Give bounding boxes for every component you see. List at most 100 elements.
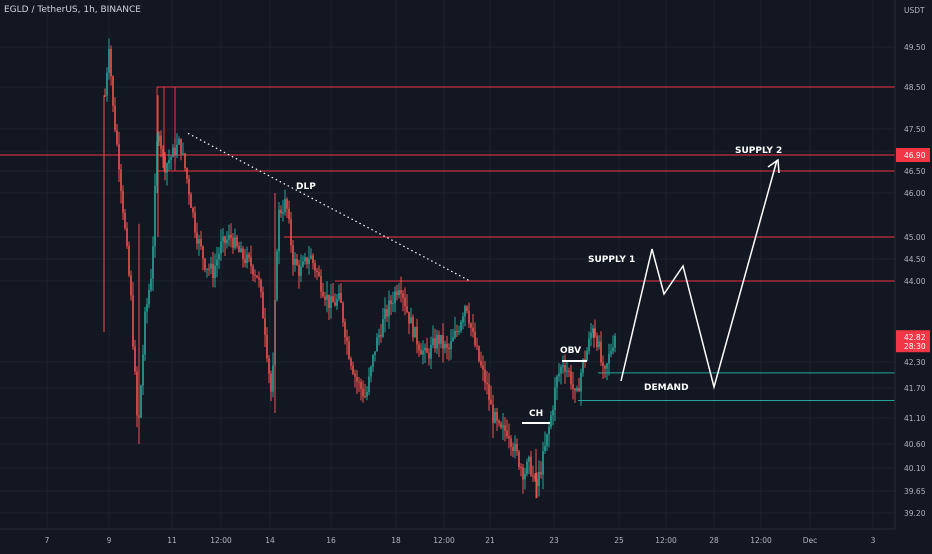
candle-body xyxy=(416,326,418,345)
current-price-label: 42.82 xyxy=(904,333,926,342)
candle-body xyxy=(460,322,462,331)
candle-body xyxy=(484,369,486,383)
candle-body xyxy=(504,425,506,431)
time-tick-label: 16 xyxy=(326,536,336,545)
candle-body xyxy=(174,147,176,156)
candle-body xyxy=(562,365,564,367)
candle-body xyxy=(394,291,396,304)
candle-body xyxy=(188,178,190,195)
projection-path xyxy=(620,159,778,390)
candle-body xyxy=(260,279,262,293)
candle-body xyxy=(372,355,374,367)
candle-body xyxy=(520,467,522,469)
candle-body xyxy=(264,318,266,335)
candle-body xyxy=(442,334,444,349)
candle-body xyxy=(482,365,484,370)
candle-body xyxy=(552,410,554,416)
candle-body xyxy=(582,359,584,373)
candle-body xyxy=(540,472,542,475)
candle-body xyxy=(334,302,336,306)
candle-body xyxy=(196,232,198,244)
candle-body xyxy=(386,308,388,317)
time-tick-label: 21 xyxy=(485,536,495,545)
price-tick-label: 44.00 xyxy=(904,277,926,286)
candle-body xyxy=(496,412,498,421)
candle-body xyxy=(258,277,260,280)
candle-body xyxy=(406,306,408,312)
price-tick-label: 41.70 xyxy=(904,384,926,393)
candle-body xyxy=(400,290,402,294)
candle-body xyxy=(148,289,150,305)
time-axis[interactable]: 7 9 11 12:00 14 16 18 12:00 21 23 25 12:00 28 12:00 De… xyxy=(0,528,932,550)
candle-body xyxy=(110,48,112,77)
candle-body xyxy=(246,254,248,264)
time-tick-label: 14 xyxy=(265,536,275,545)
time-tick-label: 3 xyxy=(871,536,876,545)
candle-body xyxy=(418,344,420,351)
candle-body xyxy=(256,275,258,278)
candle-body xyxy=(554,387,556,411)
candle-body xyxy=(546,434,548,446)
time-axis-bg xyxy=(0,529,932,550)
candle-body xyxy=(428,352,430,359)
candle-body xyxy=(284,198,286,212)
candle-body xyxy=(448,347,450,350)
candle-body xyxy=(134,346,136,372)
candle-body xyxy=(388,300,390,317)
candle-body xyxy=(550,415,552,427)
price-axis[interactable]: USDT49.5048.5047.5047.0046.5046.0045.004… xyxy=(894,0,932,550)
price-axis-bg xyxy=(895,0,932,550)
time-tick-label: 9 xyxy=(107,536,112,545)
candle-body xyxy=(450,341,452,350)
candle-body xyxy=(378,335,380,338)
price-tick-label: 41.10 xyxy=(904,414,926,423)
candle-body xyxy=(500,423,502,428)
candle-body xyxy=(588,338,590,352)
candle-body xyxy=(392,303,394,305)
obv-label: OBV xyxy=(560,346,581,356)
candle-body xyxy=(572,384,574,389)
price-tick-label: 45.00 xyxy=(904,233,926,242)
candle-body xyxy=(556,376,558,388)
candle-body xyxy=(574,388,576,391)
candle-body xyxy=(430,344,432,359)
candle-body xyxy=(524,473,526,480)
candle-body xyxy=(176,144,178,156)
candle-body xyxy=(150,278,152,290)
candle-body xyxy=(296,259,298,265)
candle-body xyxy=(356,376,358,382)
candle-body xyxy=(276,251,278,300)
candle-body xyxy=(380,335,382,337)
candle-body xyxy=(514,443,516,451)
candle-body xyxy=(320,275,322,292)
time-tick-label: 7 xyxy=(45,536,50,545)
candle-body xyxy=(304,257,306,262)
time-tick-label: 12:00 xyxy=(433,536,455,545)
symbol-label[interactable]: EGLD / TetherUS, 1h, BINANCE xyxy=(4,5,141,15)
candle-body xyxy=(222,236,224,242)
candle-body xyxy=(512,446,514,451)
candle-body xyxy=(292,245,294,265)
candle-body xyxy=(118,144,120,170)
currency-label: USDT xyxy=(904,6,925,15)
price-tick-label: 49.50 xyxy=(904,43,926,52)
candle-body xyxy=(382,318,384,337)
candle-body xyxy=(306,257,308,264)
candle-body xyxy=(398,290,400,295)
candle-body xyxy=(122,190,124,213)
candle-body xyxy=(470,323,472,328)
candle-body xyxy=(172,147,174,157)
candle-body xyxy=(570,371,572,385)
candle-body xyxy=(220,241,222,254)
candle-body xyxy=(108,48,110,73)
candle-body xyxy=(112,76,114,106)
candle-body xyxy=(202,246,204,259)
candle-body xyxy=(404,297,406,307)
candle-body xyxy=(410,317,412,324)
candle-body xyxy=(586,351,588,361)
price-tick-label: 46.50 xyxy=(904,167,926,176)
time-tick-label: 12:00 xyxy=(655,536,677,545)
candle-body xyxy=(132,295,134,347)
